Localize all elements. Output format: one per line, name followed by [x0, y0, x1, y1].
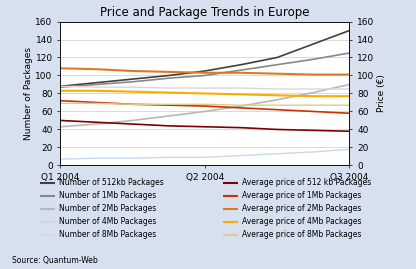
Text: Number of 2Mb Packages: Number of 2Mb Packages	[59, 204, 156, 213]
Text: Average price of 2Mb Packages: Average price of 2Mb Packages	[242, 204, 361, 213]
Text: Average price of 512 kb Packages: Average price of 512 kb Packages	[242, 178, 371, 187]
Text: Number of 1Mb Packages: Number of 1Mb Packages	[59, 191, 156, 200]
Text: Average price of 1Mb Packages: Average price of 1Mb Packages	[242, 191, 361, 200]
Text: Number of 512kb Packages: Number of 512kb Packages	[59, 178, 163, 187]
Y-axis label: Price (€): Price (€)	[377, 75, 386, 112]
Text: Number of 8Mb Packages: Number of 8Mb Packages	[59, 230, 156, 239]
Y-axis label: Number of Packages: Number of Packages	[24, 47, 32, 140]
Text: Average price of 8Mb Packages: Average price of 8Mb Packages	[242, 230, 361, 239]
Text: Source: Quantum-Web: Source: Quantum-Web	[12, 256, 98, 265]
Text: Average price of 4Mb Packages: Average price of 4Mb Packages	[242, 217, 361, 226]
Text: Number of 4Mb Packages: Number of 4Mb Packages	[59, 217, 156, 226]
Title: Price and Package Trends in Europe: Price and Package Trends in Europe	[100, 6, 310, 19]
